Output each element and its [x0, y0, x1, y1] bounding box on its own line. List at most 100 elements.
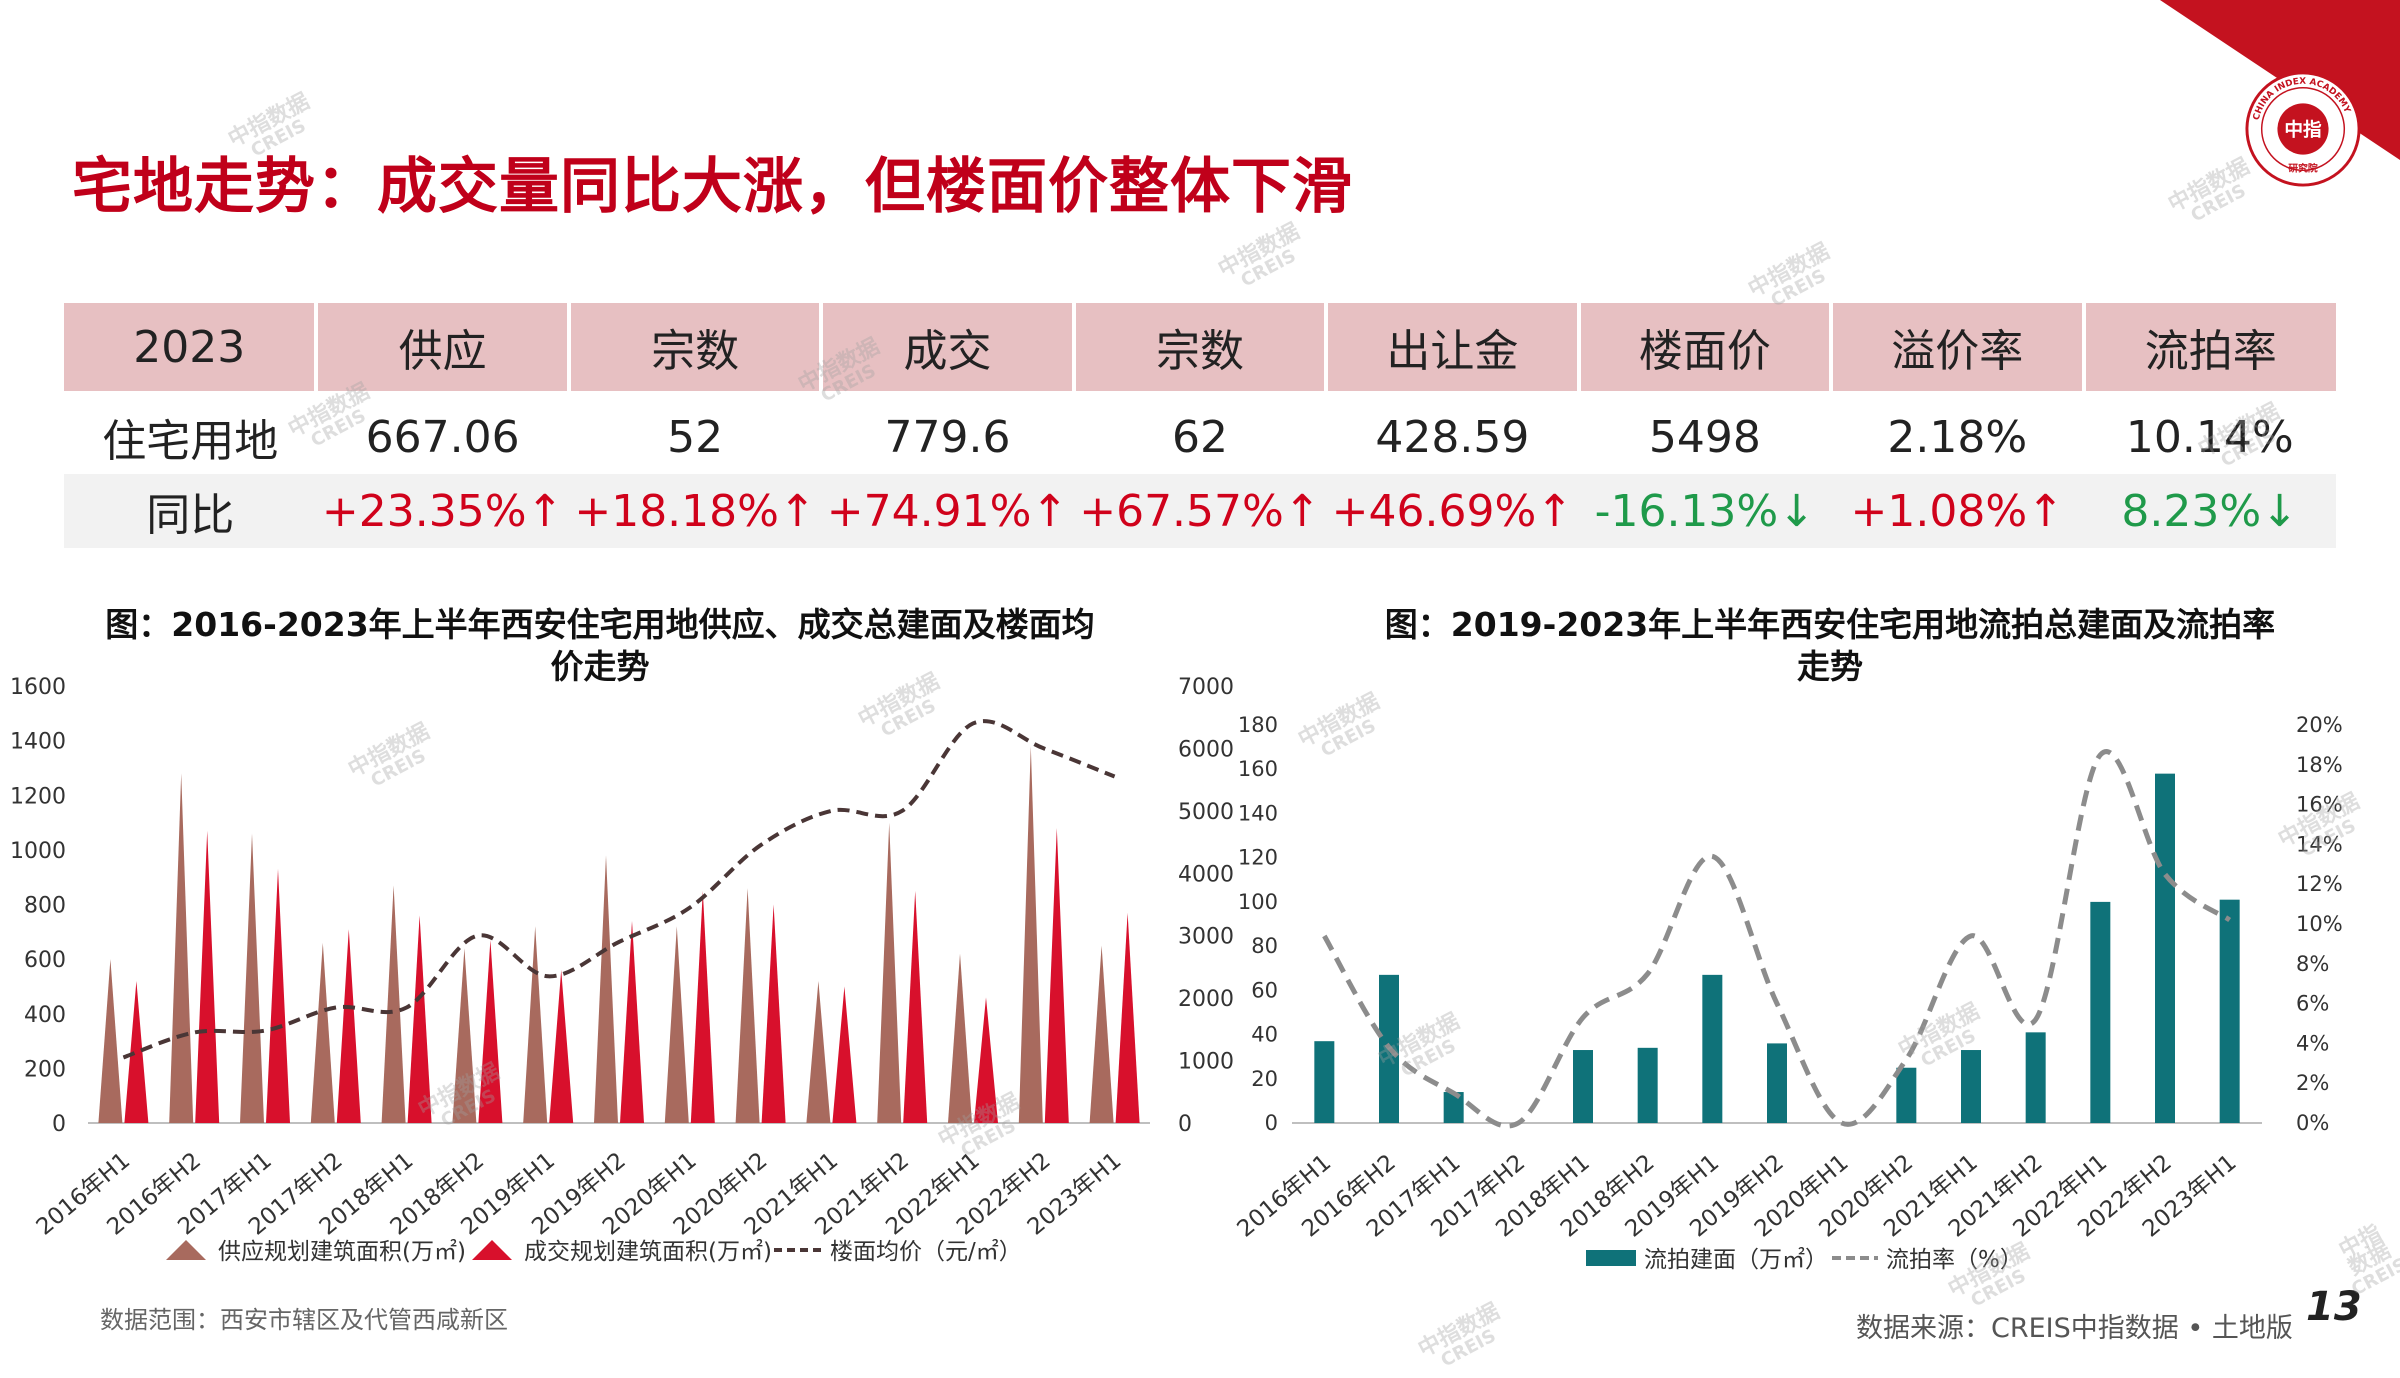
- deal-triangle-bar: [1044, 828, 1069, 1123]
- legend-deal-swatch: [472, 1240, 512, 1260]
- deal-triangle-bar: [124, 980, 149, 1123]
- legend-rate-label: 流拍率（%）: [1886, 1247, 2023, 1273]
- flow-area-bar: [1961, 1050, 1981, 1123]
- legend-supply-label: 供应规划建筑面积(万㎡): [218, 1239, 466, 1265]
- y-left-tick-label: 0: [1265, 1111, 1278, 1135]
- table-cell: -16.13%↓: [1578, 474, 1832, 548]
- y-right-tick-label: 10%: [2296, 912, 2343, 936]
- y-right-tick-label: 20%: [2296, 713, 2343, 737]
- table-cell: +1.08%↑: [1831, 474, 2084, 548]
- supply-triangle-bar: [381, 885, 406, 1123]
- supply-triangle-bar: [310, 942, 335, 1123]
- data-source: 数据来源：CREIS中指数据 • 土地版: [1856, 1313, 2293, 1344]
- supply-triangle-bar: [1089, 945, 1114, 1123]
- y-left-tick-label: 20: [1251, 1067, 1278, 1091]
- supply-triangle-bar: [452, 948, 477, 1123]
- china-index-academy-logo: CHINA INDEX ACADEMY 中指 研究院: [2245, 71, 2361, 187]
- svg-text:中指: 中指: [2284, 119, 2322, 141]
- y-right-tick-label: 4000: [1178, 862, 1234, 887]
- y-right-tick-label: 16%: [2296, 793, 2343, 817]
- table-cell: 428.59: [1375, 411, 1530, 463]
- table-cell: 5498: [1648, 411, 1761, 463]
- supply-triangle-bar: [877, 822, 902, 1123]
- supply-triangle-bar: [1018, 746, 1043, 1123]
- y-left-tick-label: 140: [1238, 801, 1278, 825]
- table-cell: 667.06: [365, 411, 520, 463]
- flow-area-bar: [2219, 899, 2240, 1123]
- data-scope-note: 数据范围：西安市辖区及代管西咸新区: [100, 1306, 508, 1334]
- y-right-tick-label: 3000: [1178, 925, 1234, 950]
- y-right-tick-label: 8%: [2296, 952, 2329, 976]
- flow-area-bar: [1443, 1092, 1464, 1123]
- deal-triangle-bar: [761, 904, 786, 1123]
- flow-area-bar: [1896, 1067, 1917, 1123]
- y-right-tick-label: 1000: [1178, 1050, 1234, 1075]
- table-cell: +74.91%↑: [821, 474, 1074, 548]
- table-cell: 住宅用地: [102, 416, 279, 467]
- y-left-tick-label: 180: [1238, 713, 1278, 737]
- page-number: 13: [2306, 1284, 2362, 1330]
- flow-area-bar: [2155, 773, 2175, 1123]
- flow-area-bar: [1637, 1047, 1658, 1123]
- supply-triangle-bar: [240, 833, 264, 1123]
- legend-bar-label: 流拍建面（万㎡）: [1644, 1247, 1828, 1273]
- header-cell: 供应: [314, 303, 569, 391]
- flow-area-bar: [2090, 901, 2111, 1123]
- table-cell: +67.57%↑: [1073, 474, 1327, 548]
- y-right-tick-label: 0: [1178, 1112, 1192, 1137]
- y-left-tick-label: 40: [1251, 1023, 1278, 1047]
- deal-triangle-bar: [549, 970, 574, 1123]
- legend-bar-swatch: [1586, 1250, 1636, 1266]
- table-cell: 779.6: [884, 411, 1011, 463]
- y-left-tick-label: 1200: [10, 784, 66, 809]
- y-left-tick-label: 1000: [10, 839, 66, 864]
- supply-triangle-bar: [948, 953, 972, 1123]
- deal-triangle-bar: [407, 915, 432, 1123]
- table-cell: 同比: [64, 474, 317, 548]
- deal-triangle-bar: [620, 920, 644, 1123]
- supply-triangle-bar: [169, 773, 194, 1123]
- deal-triangle-bar: [336, 929, 361, 1123]
- supply-triangle-bar: [806, 980, 831, 1123]
- y-left-tick-label: 120: [1238, 846, 1278, 870]
- y-right-tick-label: 6000: [1178, 737, 1234, 762]
- deal-triangle-bar: [478, 940, 503, 1123]
- y-left-tick-label: 200: [24, 1057, 66, 1082]
- svg-text:研究院: 研究院: [2288, 161, 2318, 174]
- table-cell: +23.35%↑: [316, 474, 569, 548]
- table-row-yoy: 同比 +23.35%↑ +18.18%↑ +74.91%↑ +67.57%↑ +…: [64, 474, 2336, 548]
- header-cell: 溢价率: [1829, 303, 2084, 391]
- flow-area-bar: [1702, 974, 1723, 1123]
- deal-triangle-bar: [974, 997, 998, 1123]
- y-right-tick-label: 0%: [2296, 1111, 2329, 1135]
- chart-right-title: 图：2019-2023年上半年西安住宅用地流拍总建面及流拍率走势: [1384, 605, 2276, 686]
- y-left-tick-label: 80: [1251, 934, 1278, 958]
- deal-triangle-bar: [832, 986, 857, 1123]
- y-left-tick-label: 400: [24, 1003, 66, 1028]
- y-right-tick-label: 12%: [2296, 872, 2343, 896]
- legend-deal-label: 成交规划建筑面积(万㎡): [524, 1239, 772, 1265]
- table-cell: 2.18%: [1887, 411, 2028, 463]
- y-right-tick-label: 7000: [1178, 675, 1234, 700]
- table-cell: 10.14%: [2125, 411, 2294, 463]
- y-right-tick-label: 4%: [2296, 1031, 2329, 1055]
- y-left-tick-label: 1400: [10, 730, 66, 755]
- legend-price-label: 楼面均价（元/㎡）: [830, 1239, 1022, 1265]
- supply-triangle-bar: [594, 855, 618, 1123]
- y-right-tick-label: 5000: [1178, 800, 1234, 825]
- stats-table: 2023 供应 宗数 成交 宗数 出让金 楼面价 溢价率 流拍率 住宅用地 66…: [64, 303, 2336, 548]
- y-left-tick-label: 60: [1251, 978, 1278, 1002]
- deal-triangle-bar: [266, 868, 290, 1123]
- header-cell: 流拍率: [2081, 303, 2336, 391]
- header-cell: 出让金: [1324, 303, 1579, 391]
- flow-area-bar: [2025, 1032, 2046, 1123]
- header-cell: 2023: [64, 303, 317, 391]
- y-right-tick-label: 18%: [2296, 753, 2343, 777]
- supply-triangle-bar: [98, 959, 123, 1123]
- y-left-tick-label: 0: [52, 1112, 66, 1137]
- flow-area-bar: [1573, 1050, 1593, 1123]
- deal-triangle-bar: [903, 890, 928, 1123]
- deal-triangle-bar: [195, 830, 220, 1123]
- y-left-tick-label: 100: [1238, 890, 1278, 914]
- deal-triangle-bar: [1115, 912, 1140, 1123]
